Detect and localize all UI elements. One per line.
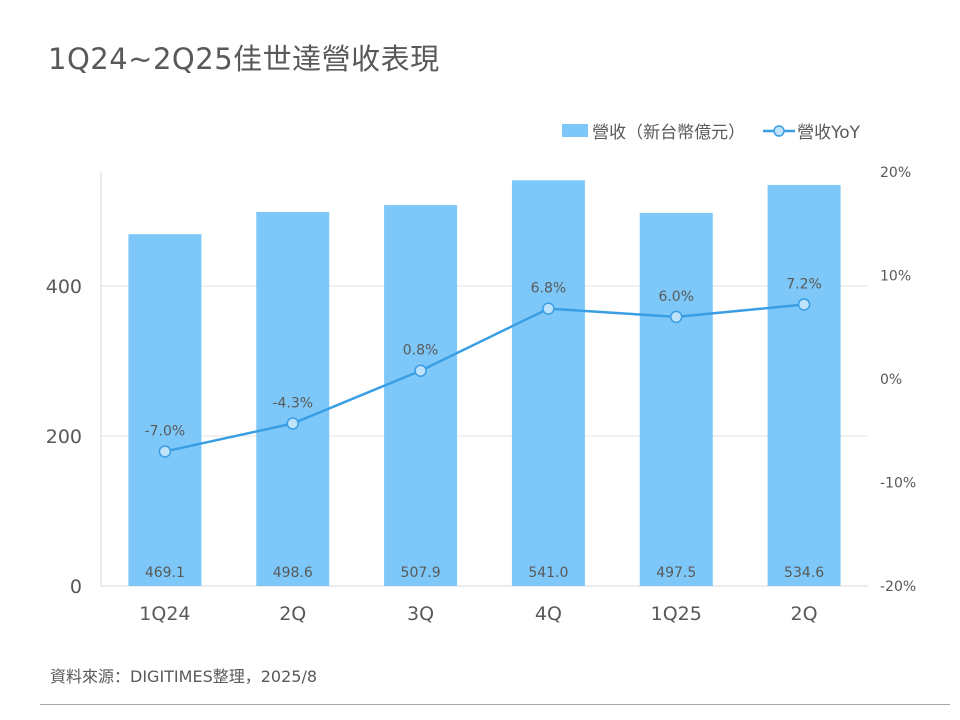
legend-label-revenue: 營收（新台幣億元） [592,123,746,143]
yoy-data-label: 0.8% [403,343,439,359]
x-tick-label: 1Q25 [651,603,702,625]
y-left-tick-label: 400 [46,276,82,298]
bar-value-label: 469.1 [145,565,185,581]
legend-bar-swatch [562,124,589,137]
bar-value-label: 534.6 [784,565,824,581]
yoy-data-label: -7.0% [145,423,186,439]
bar [384,205,458,586]
bar [639,212,713,586]
bar [128,234,202,587]
yoy-data-label: 7.2% [786,276,822,292]
yoy-point [797,298,811,311]
x-tick-label: 3Q [407,603,434,625]
bar-value-label: 498.6 [273,565,313,581]
legend-label-yoy: 營收YoY [797,123,860,143]
y-left-tick-label: 200 [46,426,82,448]
y-right-tick-label: 20% [880,165,911,181]
yoy-point [414,364,427,377]
yoy-data-label: 6.8% [531,281,567,297]
yoy-point [158,445,172,458]
legend-line-swatch [763,124,796,137]
footer-divider [40,704,950,705]
y-right-tick-label: 10% [880,269,911,285]
bar-value-label: 497.5 [656,565,696,581]
yoy-data-label: -4.3% [272,396,313,412]
y-right-tick-label: 0% [880,372,902,388]
yoy-point [286,417,299,430]
bar [511,180,585,586]
bar [767,185,841,587]
y-right-tick-label: -10% [880,476,916,492]
legend-item-yoy: 營收YoY [763,118,860,143]
yoy-point [670,310,683,324]
legend-item-revenue: 營收（新台幣億元） [562,118,745,143]
x-tick-label: 4Q [535,603,562,625]
y-right-tick-label: -20% [880,579,916,595]
y-left-tick-label: 0 [70,576,82,598]
bar [256,212,330,587]
yoy-data-label: 6.0% [658,289,694,305]
yoy-point [542,302,555,315]
chart-title: 1Q24~2Q25佳世達營收表現 [48,42,440,76]
legend: 營收（新台幣億元） 營收YoY [544,118,860,143]
x-tick-label: 1Q24 [139,603,190,625]
x-tick-label: 2Q [791,603,818,625]
source-note: 資料來源：DIGITIMES整理，2025/8 [50,667,318,686]
yoy-line [164,303,805,453]
bar-value-label: 541.0 [528,565,568,581]
bar-value-label: 507.9 [401,565,441,581]
x-tick-label: 2Q [279,603,306,625]
